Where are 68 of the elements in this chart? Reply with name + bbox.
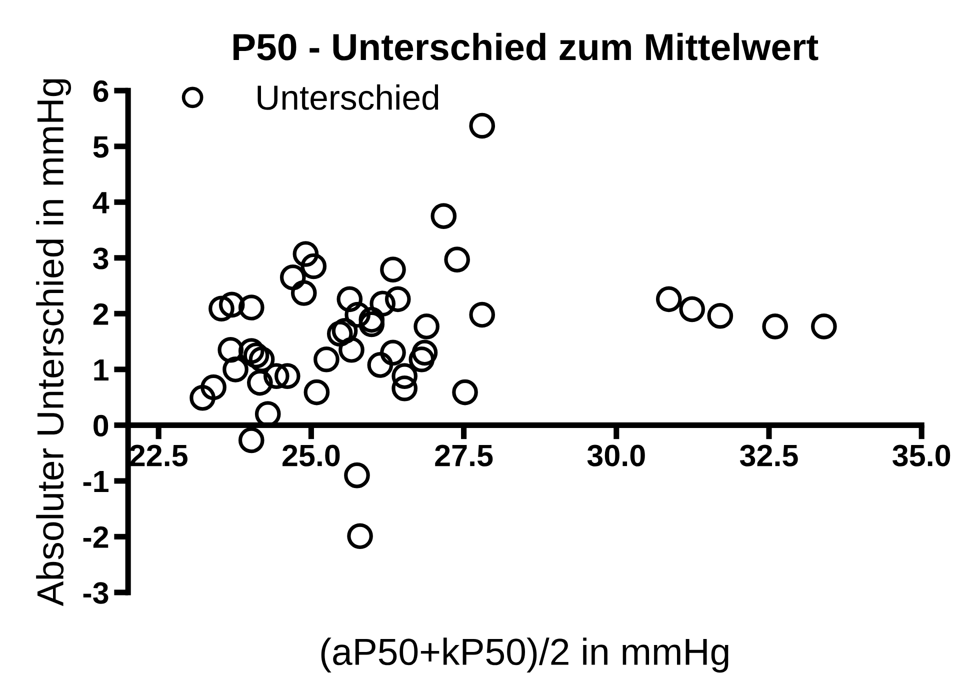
point <box>679 296 705 322</box>
x-tick-label: 30.0 <box>587 444 645 466</box>
point <box>358 311 385 338</box>
y-tick-label: 1 <box>94 359 108 380</box>
y-tick-label: -3 <box>83 582 108 604</box>
point <box>200 374 226 400</box>
y-tick-label: -2 <box>83 526 108 548</box>
point <box>347 523 373 550</box>
point <box>222 356 248 382</box>
point <box>469 302 496 328</box>
point <box>469 112 496 139</box>
point <box>414 314 440 340</box>
point <box>247 370 273 396</box>
point <box>280 264 306 290</box>
point <box>338 336 364 363</box>
y-tick-label: 2 <box>93 303 108 325</box>
point <box>344 302 371 328</box>
point <box>336 286 363 312</box>
y-tick-label: 3 <box>93 248 108 270</box>
point <box>208 296 234 322</box>
point <box>248 346 275 372</box>
y-tick-label: 4 <box>92 192 110 214</box>
point <box>290 280 317 306</box>
point <box>707 302 734 329</box>
y-tick-label: 0 <box>94 414 108 437</box>
point <box>274 363 300 390</box>
point <box>452 379 478 406</box>
x-tick-label: 25.0 <box>282 444 340 466</box>
y-tick-label: 6 <box>93 80 108 102</box>
point <box>367 352 394 378</box>
point <box>370 290 396 317</box>
point <box>380 340 406 366</box>
point <box>190 384 216 411</box>
point <box>358 306 385 333</box>
point <box>292 241 319 267</box>
y-tick-label: -1 <box>83 470 108 492</box>
point <box>238 294 264 320</box>
x-tick-label: 32.5 <box>740 444 798 466</box>
point <box>392 375 418 402</box>
y-axis-title: Absoluter Unterschied in mmHg <box>36 79 72 606</box>
point <box>304 379 330 406</box>
point <box>392 363 418 390</box>
x-axis-title: (aP50+kP50)/2 in mmHg <box>321 638 728 673</box>
x-tick-label: 35.0 <box>892 444 950 466</box>
point <box>243 342 270 368</box>
legend-label: Unterschied <box>258 84 438 110</box>
point <box>380 256 406 283</box>
point <box>238 338 264 364</box>
point <box>332 318 358 344</box>
point <box>430 203 457 229</box>
point <box>811 314 837 340</box>
point <box>238 427 264 454</box>
point <box>314 346 340 372</box>
x-tick-label: 27.5 <box>435 444 493 466</box>
point <box>300 253 327 280</box>
point <box>218 336 244 363</box>
point <box>344 462 370 488</box>
point <box>326 320 353 347</box>
chart-title: P50 - Unterschied zum Mittelwert <box>234 32 818 60</box>
point <box>263 363 290 390</box>
y-tick-label: 5 <box>93 136 108 158</box>
point <box>762 314 788 340</box>
point <box>656 286 682 312</box>
point <box>444 246 470 272</box>
point <box>408 346 435 372</box>
point <box>384 286 411 312</box>
point <box>218 292 245 318</box>
point <box>412 340 438 366</box>
